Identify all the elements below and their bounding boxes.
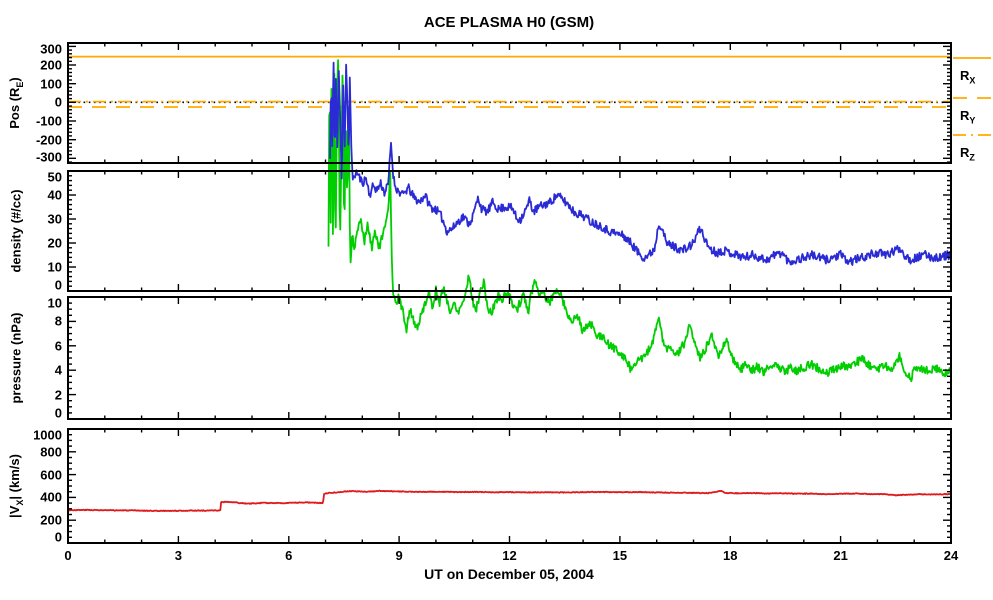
position-ytick-label: -300 — [35, 149, 62, 165]
speed-ytick-label: 1000 — [33, 427, 62, 443]
x-tick-label: 21 — [833, 548, 848, 563]
speed-ytick-label: 800 — [40, 444, 62, 460]
density-axis-label: density (#/cc) — [8, 189, 24, 273]
position-ytick-label: 200 — [40, 57, 62, 73]
speed-ytick-label: 400 — [40, 489, 62, 505]
x-tick-label: 24 — [943, 548, 959, 563]
data-series — [67, 59, 952, 512]
density-ytick-label: 0 — [54, 277, 62, 293]
x-tick-label: 0 — [64, 548, 72, 563]
density-panel-frame — [67, 170, 952, 292]
flow-pressure-series — [327, 59, 952, 383]
pressure-ytick-label: 0 — [54, 405, 62, 421]
pressure-panel-frame — [67, 296, 952, 420]
proton-density-series — [329, 61, 952, 266]
x-tick-label: 3 — [174, 548, 182, 563]
x-tick-label: 6 — [285, 548, 293, 563]
x-tick-label: 18 — [723, 548, 738, 563]
orbit-legend — [953, 57, 991, 136]
density-ytick-label: 50 — [47, 169, 62, 185]
density-ytick-label: 40 — [47, 187, 62, 203]
pressure-ytick-label: 4 — [54, 362, 62, 378]
position-ytick-label: -100 — [35, 113, 62, 129]
speed-ytick-label: 600 — [40, 467, 62, 483]
chart-title: ACE PLASMA H0 (GSM) — [423, 14, 595, 31]
axes — [67, 42, 952, 544]
position-ytick-label: 300 — [40, 41, 62, 57]
pressure-ytick-label: 10 — [47, 295, 62, 311]
density-ytick-label: 10 — [47, 259, 62, 275]
position-panel-frame — [67, 42, 952, 164]
legend-rx-label: RX — [960, 68, 976, 86]
speed-ytick-label: 0 — [54, 529, 62, 545]
x-axis-label: UT on December 05, 2004 — [424, 566, 594, 582]
pressure-axis-label: pressure (nPa) — [8, 312, 24, 404]
position-axis-label: Pos (RE) — [7, 77, 25, 129]
reference-lines — [68, 55, 951, 108]
legend-ry-label: RY — [960, 108, 976, 126]
vx-speed-series — [67, 489, 952, 512]
pressure-ytick-label: 8 — [54, 313, 62, 329]
speed-panel-frame — [67, 428, 952, 544]
pressure-ytick-label: 2 — [54, 387, 62, 403]
speed-axis-label: |VX| (km/s) — [7, 454, 25, 518]
position-ytick-label: 100 — [40, 76, 62, 92]
x-tick-label: 9 — [395, 548, 403, 563]
speed-ytick-label: 200 — [40, 512, 62, 528]
position-ytick-label: 0 — [54, 94, 62, 110]
pressure-ytick-label: 6 — [54, 338, 62, 354]
x-tick-label: 12 — [502, 548, 517, 563]
density-ytick-label: 20 — [47, 235, 62, 251]
density-ytick-label: 30 — [47, 211, 62, 227]
x-tick-label: 15 — [612, 548, 628, 563]
legend-rz-label: RZ — [960, 145, 975, 163]
position-ytick-label: -200 — [35, 132, 62, 148]
